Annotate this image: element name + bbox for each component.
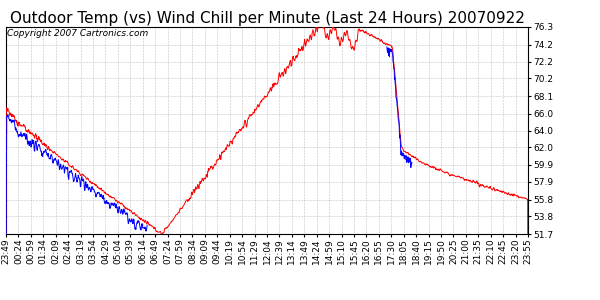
Text: Copyright 2007 Cartronics.com: Copyright 2007 Cartronics.com <box>7 29 148 38</box>
Title: Outdoor Temp (vs) Wind Chill per Minute (Last 24 Hours) 20070922: Outdoor Temp (vs) Wind Chill per Minute … <box>10 11 524 26</box>
